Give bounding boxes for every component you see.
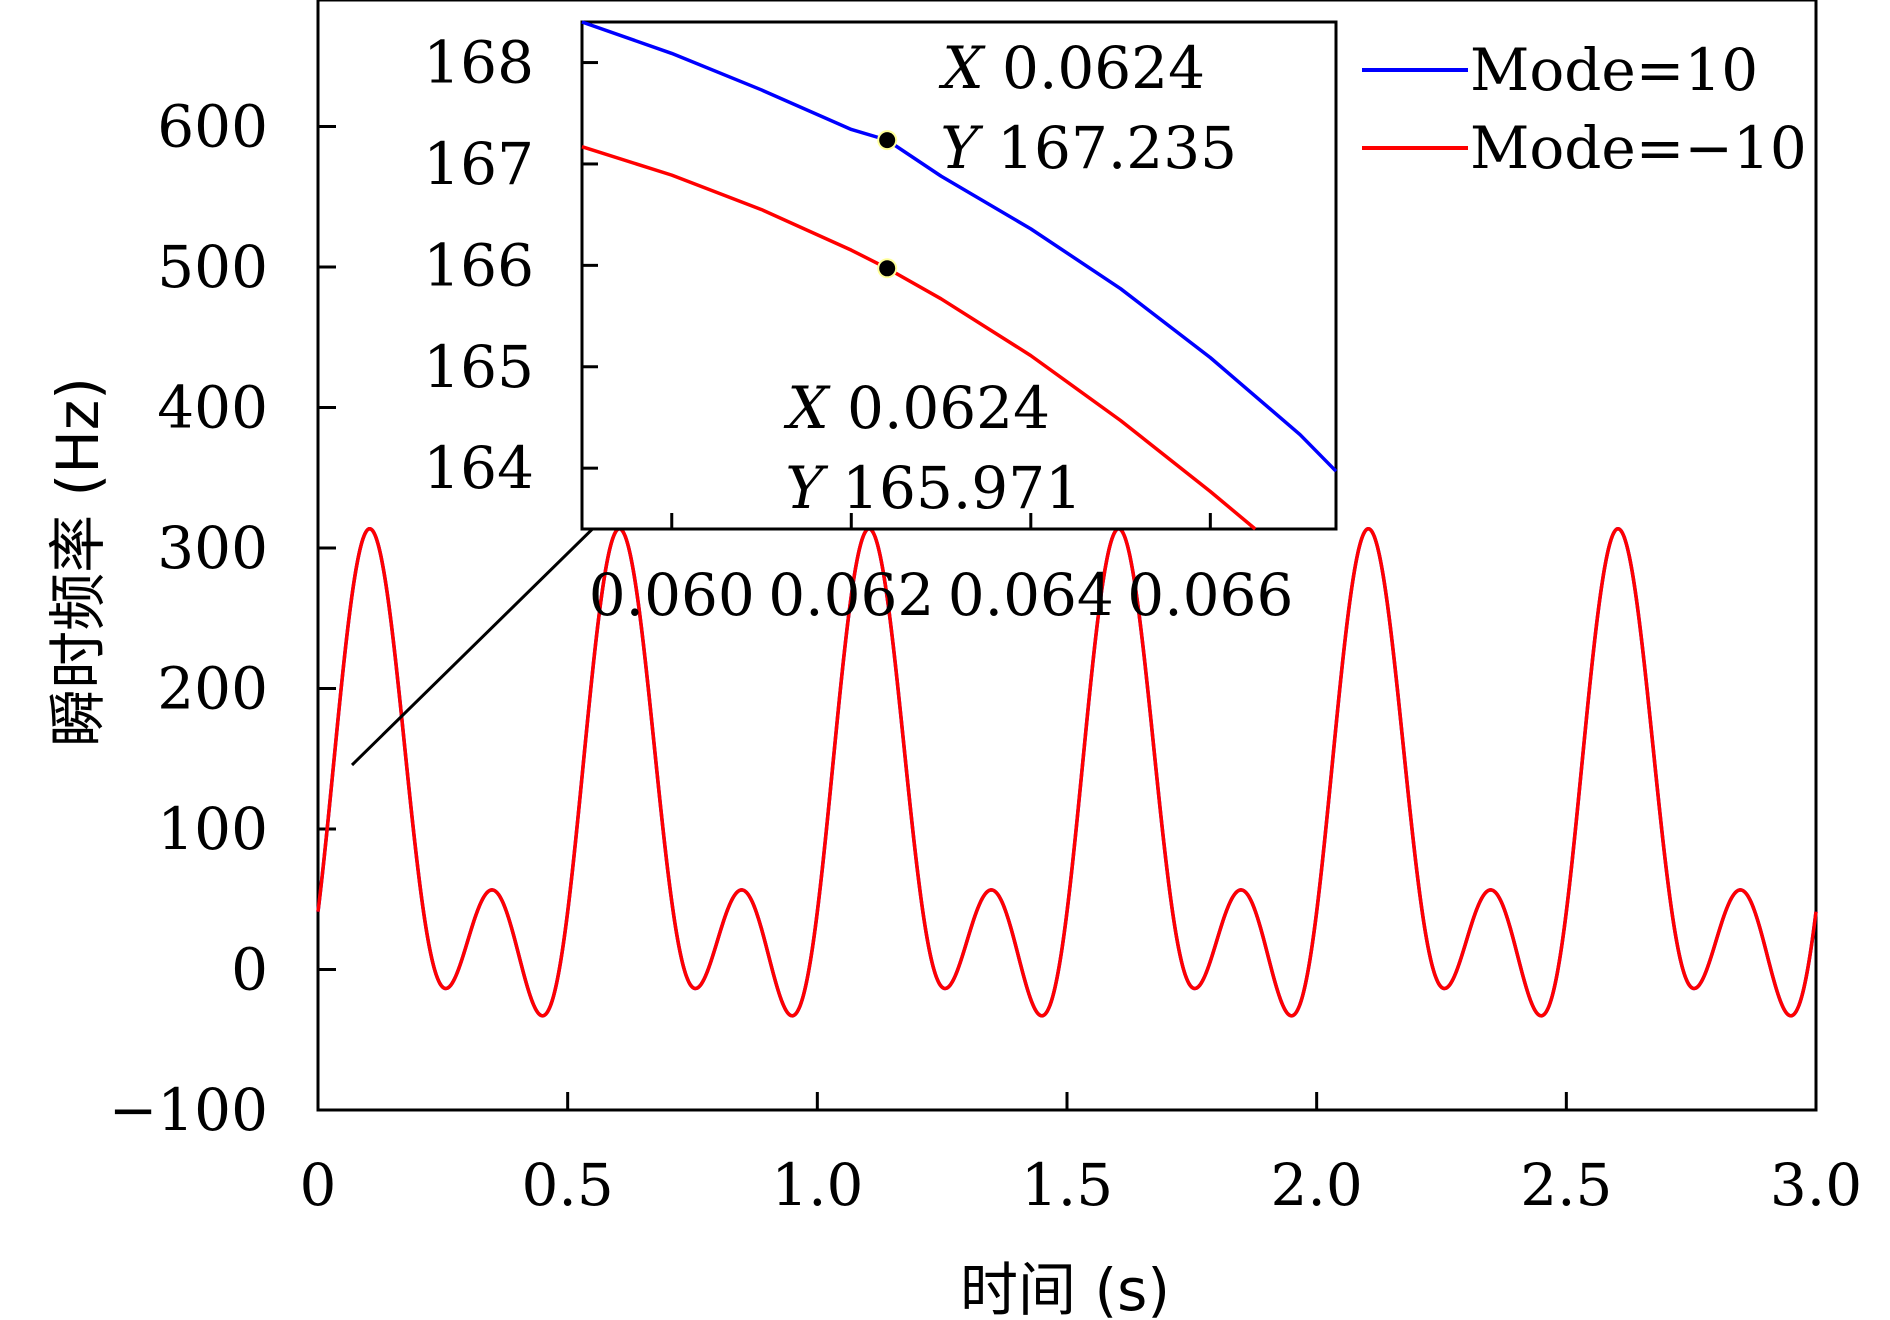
annotation-x-readout: X 0.0624	[783, 374, 1050, 442]
y-tick-label: 200	[157, 654, 268, 722]
main-x-ticks: 0 0.5 1.0 1.5 2.0 2.5 3.0	[300, 1092, 1862, 1219]
inset-y-tick-label: 165	[423, 333, 534, 401]
inset-plot: 164 165 166 167 168 0.060 0.062 0.064 0.066 X 0…	[423, 20, 1338, 629]
annotation-y-readout: Y 165.971	[785, 454, 1082, 522]
inset-y-tick-label: 167	[423, 130, 534, 198]
inset-series-line-mode-neg10	[581, 145, 1257, 531]
x-tick-label: 1.0	[771, 1151, 863, 1219]
data-marker	[879, 260, 896, 277]
x-tick-label: 1.5	[1021, 1151, 1113, 1219]
series-line-mode-neg10	[316, 526, 1818, 1018]
legend-label: Mode=−10	[1470, 114, 1807, 182]
inset-x-tick-label: 0.064	[948, 561, 1114, 629]
legend-label: Mode=10	[1470, 36, 1758, 104]
x-tick-label: 0	[300, 1151, 337, 1219]
inset-x-tick-label: 0.060	[589, 561, 755, 629]
x-axis-label: 时间 (s)	[960, 1256, 1170, 1320]
y-tick-label: 300	[157, 514, 268, 582]
inset-frame	[580, 20, 1338, 531]
y-tick-label: 0	[231, 935, 268, 1003]
legend: Mode=10 Mode=−10	[1362, 36, 1807, 182]
inset-y-tick-label: 164	[423, 434, 534, 502]
inset-y-tick-label: 166	[423, 231, 534, 299]
y-tick-label: −100	[109, 1076, 268, 1144]
annotation-x-readout: X 0.0624	[938, 34, 1205, 102]
annotation-y-readout: Y 167.235	[940, 114, 1237, 182]
x-tick-label: 3.0	[1770, 1151, 1862, 1219]
main-y-ticks: −100 0 100 200 300 400 500 600	[109, 92, 336, 1144]
data-marker	[879, 132, 896, 149]
inset-series-line-mode-10	[581, 20, 1338, 473]
inset-series-group	[581, 20, 1338, 531]
y-tick-label: 100	[157, 795, 268, 863]
y-tick-label: 600	[157, 92, 268, 160]
main-series-group	[316, 526, 1818, 1018]
inset-y-tick-label: 168	[423, 29, 534, 97]
inset-annotations: X 0.0624 Y 167.235 X 0.0624 Y 165.971	[783, 34, 1237, 522]
inset-x-ticks: 0.060 0.062 0.064 0.066	[589, 513, 1293, 629]
x-tick-label: 2.5	[1520, 1151, 1612, 1219]
inset-y-ticks: 164 165 166 167 168	[423, 29, 598, 502]
y-axis-label: 瞬时频率 (Hz)	[44, 377, 112, 747]
y-tick-label: 400	[157, 373, 268, 441]
x-tick-label: 0.5	[522, 1151, 614, 1219]
x-tick-label: 2.0	[1271, 1151, 1363, 1219]
inset-x-tick-label: 0.062	[768, 561, 934, 629]
inset-x-tick-label: 0.066	[1127, 561, 1293, 629]
y-tick-label: 500	[157, 233, 268, 301]
